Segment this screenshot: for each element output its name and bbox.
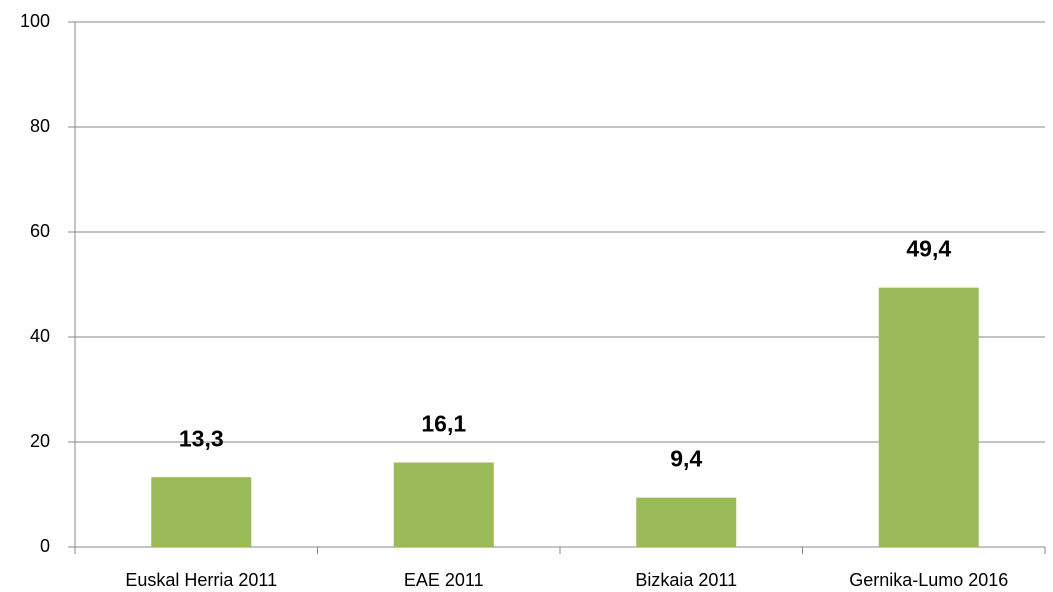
x-tick-label: Bizkaia 2011 xyxy=(635,570,737,590)
data-label: 49,4 xyxy=(906,236,951,262)
bar xyxy=(151,477,252,547)
bar xyxy=(393,462,494,547)
y-tick-label: 100 xyxy=(20,11,50,31)
data-label: 9,4 xyxy=(670,446,702,472)
x-tick-label: Euskal Herria 2011 xyxy=(125,570,277,590)
x-tick-label: EAE 2011 xyxy=(404,570,484,590)
data-label: 13,3 xyxy=(179,425,224,451)
y-tick-label: 20 xyxy=(30,431,50,451)
y-tick-label: 80 xyxy=(30,116,50,136)
data-label: 16,1 xyxy=(421,411,466,437)
y-tick-label: 40 xyxy=(30,326,50,346)
y-tick-label: 0 xyxy=(40,536,50,556)
bar xyxy=(878,287,979,547)
bar xyxy=(636,497,737,547)
y-tick-label: 60 xyxy=(30,221,50,241)
x-tick-label: Gernika-Lumo 2016 xyxy=(849,570,1008,590)
